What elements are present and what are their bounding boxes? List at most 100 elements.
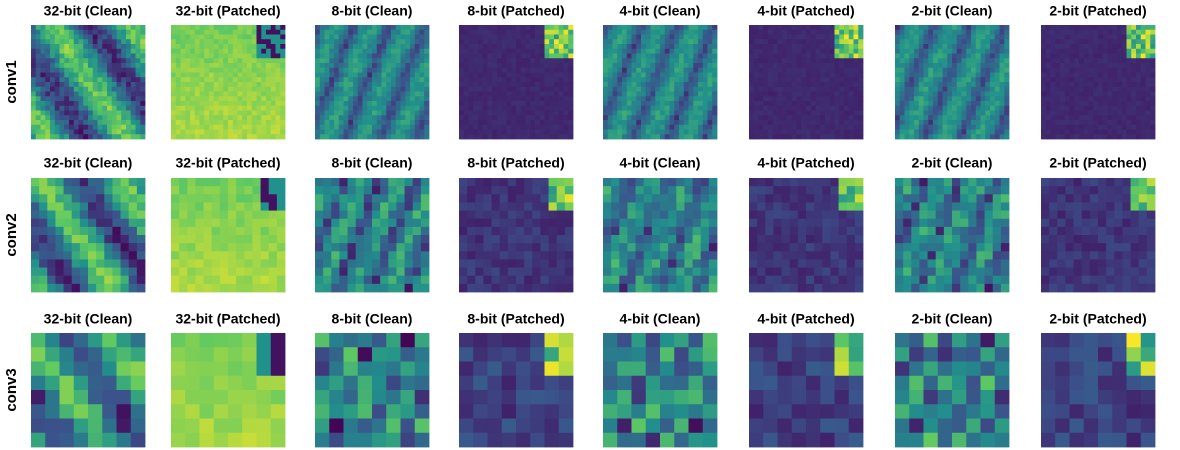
heatmap-cell: [92, 82, 98, 88]
heatmap-cell: [999, 53, 1005, 59]
heatmap-cell: [712, 39, 718, 45]
heatmap-cell: [209, 105, 215, 111]
heatmap-cell: [459, 29, 465, 35]
heatmap-cell: [1098, 44, 1104, 50]
heatmap-cell: [55, 251, 64, 260]
heatmap-cell: [1041, 86, 1047, 92]
heatmap-cell: [357, 115, 363, 121]
heatmap-cell: [372, 72, 378, 78]
heatmap-cell: [909, 82, 915, 88]
heatmap-cell: [511, 82, 517, 88]
heatmap-cell: [1126, 134, 1132, 140]
heatmap-cell: [353, 34, 359, 40]
heatmap-cell: [195, 218, 204, 228]
heatmap-cell: [102, 124, 108, 130]
heatmap-cell: [1069, 29, 1075, 35]
heatmap-cell: [1150, 48, 1156, 54]
heatmap-cell: [209, 25, 215, 31]
heatmap-cell: [1131, 58, 1137, 64]
heatmap-cell: [1131, 39, 1137, 45]
heatmap-cell: [116, 29, 122, 35]
heatmap-cell: [492, 67, 498, 73]
heatmap-cell: [468, 101, 474, 107]
heatmap-cell: [829, 58, 835, 64]
heatmap-cell: [679, 110, 685, 116]
heatmap-cell: [763, 120, 769, 126]
heatmap-cell: [54, 53, 60, 59]
heatmap-cell: [362, 77, 368, 83]
heatmap-cell: [242, 91, 248, 97]
heatmap-cell: [858, 39, 864, 45]
heatmap-cell: [260, 251, 270, 260]
heatmap-cell: [815, 82, 821, 88]
heatmap-cell: [410, 115, 416, 121]
heatmap-cell: [810, 67, 816, 73]
heatmap-cell: [386, 82, 392, 88]
heatmap-cell: [539, 25, 545, 31]
heatmap-cell: [622, 115, 628, 121]
heatmap-cell: [693, 77, 699, 83]
heatmap-cell: [128, 259, 138, 268]
heatmap-cell: [204, 67, 210, 73]
heatmap-cell: [702, 86, 708, 92]
heatmap-cell: [83, 101, 89, 107]
heatmap-cell: [92, 101, 98, 107]
heatmap-cell: [791, 124, 797, 130]
heatmap-cell: [102, 58, 108, 64]
heatmap-cell: [31, 58, 37, 64]
heatmap-cell: [92, 25, 98, 31]
heatmap-cell: [136, 267, 146, 277]
heatmap-cell: [478, 120, 484, 126]
heatmap-cell: [1083, 67, 1089, 73]
heatmap-cell: [1069, 63, 1075, 69]
heatmap-cell: [825, 72, 831, 78]
heatmap-cell: [367, 72, 373, 78]
heatmap-cell: [232, 48, 238, 54]
heatmap-cell: [758, 44, 764, 50]
heatmap-cell: [772, 72, 778, 78]
heatmap-cell: [343, 129, 349, 135]
heatmap-cell: [1093, 53, 1099, 59]
heatmap-cell: [782, 63, 788, 69]
heatmap-cell: [275, 134, 281, 140]
heatmap-cell: [83, 63, 89, 69]
heatmap-cell: [1050, 86, 1056, 92]
heatmap-cell: [171, 105, 177, 111]
heatmap-cell: [693, 124, 699, 130]
heatmap-cell: [702, 124, 708, 130]
heatmap-cell: [791, 39, 797, 45]
heatmap-cell: [334, 86, 340, 92]
heatmap-cell: [97, 91, 103, 97]
heatmap-cell: [617, 129, 623, 135]
heatmap-cell: [1098, 39, 1104, 45]
heatmap-cell: [985, 72, 991, 78]
heatmap-cell: [563, 34, 569, 40]
heatmap-cell: [338, 25, 344, 31]
heatmap-cell: [357, 39, 363, 45]
heatmap-cell: [923, 25, 929, 31]
heatmap-cell: [858, 72, 864, 78]
heatmap-cell: [895, 96, 901, 102]
heatmap-cell: [190, 120, 196, 126]
heatmap-cell: [1150, 120, 1156, 126]
heatmap-cell: [506, 67, 512, 73]
heatmap-cell: [59, 129, 65, 135]
heatmap-cell: [213, 134, 219, 140]
heatmap-cell: [1060, 124, 1066, 130]
heatmap-cell: [232, 120, 238, 126]
heatmap-cell: [211, 194, 221, 203]
heatmap-cell: [1117, 53, 1123, 59]
heatmap-cell: [674, 115, 680, 121]
heatmap-cell: [50, 58, 56, 64]
heatmap-cell: [707, 77, 713, 83]
heatmap-cell: [50, 134, 56, 140]
heatmap-cell: [353, 91, 359, 97]
heatmap-cell: [79, 210, 89, 220]
heatmap-cell: [400, 25, 406, 31]
heatmap-cell: [459, 72, 465, 78]
heatmap-cell: [218, 67, 224, 73]
heatmap: [315, 25, 430, 140]
heatmap-cell: [353, 124, 359, 130]
heatmap-cell: [511, 72, 517, 78]
heatmap-cell: [858, 53, 864, 59]
